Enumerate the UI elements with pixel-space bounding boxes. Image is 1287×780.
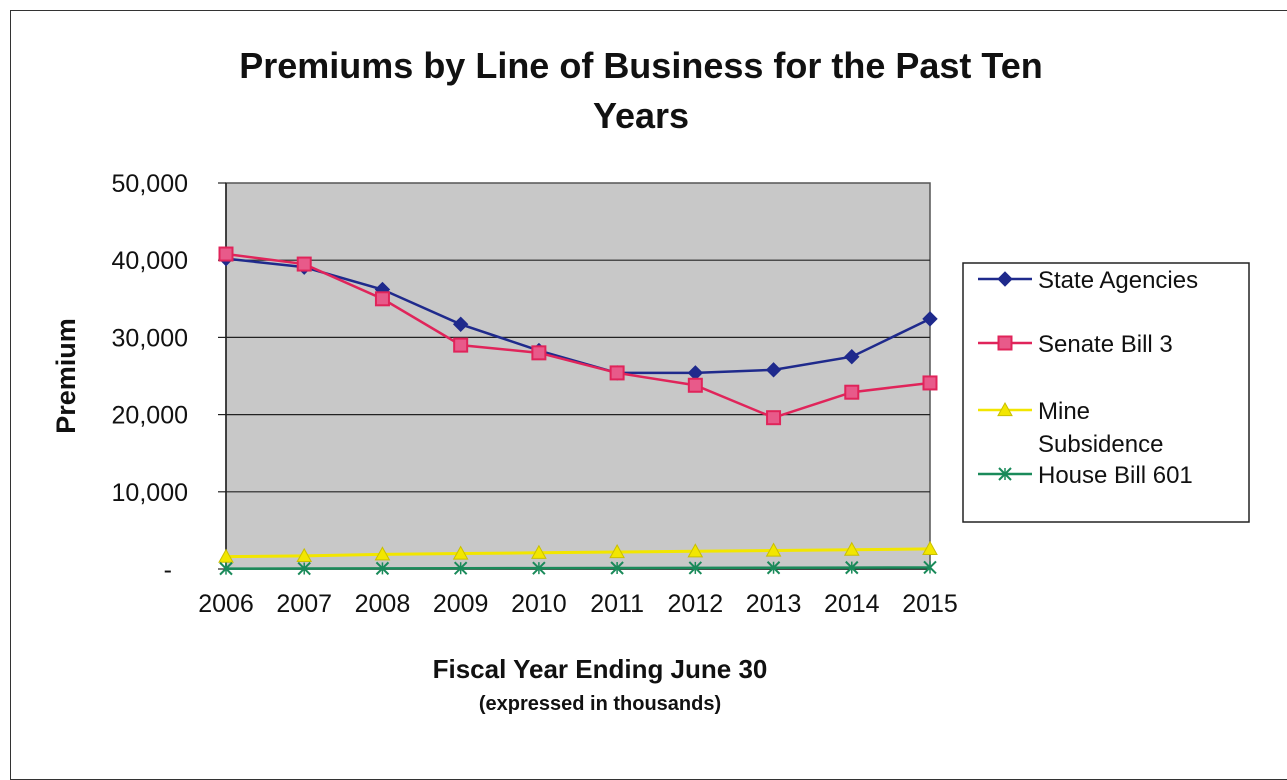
y-tick-label-4: 40,000 (112, 247, 188, 275)
x-axis-label: Fiscal Year Ending June 30 (433, 654, 768, 684)
point-state-agencies-2014 (844, 348, 860, 365)
point-mine-subsidence-2012 (687, 543, 704, 558)
legend-label-house-bill-601: House Bill 601 (1038, 462, 1193, 489)
point-house-bill-601-2009 (453, 561, 468, 575)
point-senate-bill-3-2013 (766, 410, 782, 426)
point-mine-subsidence-2008 (374, 546, 391, 561)
point-house-bill-601-2011 (610, 561, 624, 575)
x-axis-sublabel: (expressed in thousands) (479, 693, 721, 715)
point-senate-bill-3-2012 (687, 377, 703, 393)
legend-swatch-marker-senate-bill-3 (997, 335, 1013, 351)
x-tick-label-2011: 2011 (590, 590, 644, 618)
series-mine-subsidence (218, 540, 938, 563)
legend-label-mine-subsidence-0: Mine (1038, 398, 1090, 425)
point-state-agencies-2015 (922, 311, 938, 327)
legend-label-mine-subsidence-1: Subsidence (1038, 431, 1163, 458)
point-house-bill-601-2008 (375, 561, 390, 576)
point-senate-bill-3-2014 (844, 384, 860, 400)
point-house-bill-601-2010 (532, 561, 546, 575)
legend-entry-state-agencies: State Agencies (978, 267, 1198, 294)
point-house-bill-601-2007 (297, 561, 311, 576)
x-tick-label-2007: 2007 (276, 590, 332, 618)
chart-title: Premiums by Line of Business for the Pas… (239, 45, 1043, 136)
legend-entry-mine-subsidence: Mine Subsidence (978, 398, 1163, 458)
point-house-bill-601-2013 (766, 561, 781, 575)
chart-title-line-2: Years (593, 95, 689, 136)
series-senate-bill-3 (218, 246, 938, 426)
x-tick-label-2008: 2008 (355, 590, 411, 618)
series-line-senate-bill-3 (225, 252, 931, 420)
series-line-mine-subsidence (225, 547, 931, 559)
x-tick-label-2009: 2009 (433, 590, 489, 618)
x-tick-label-2010: 2010 (511, 590, 567, 618)
plot-background (225, 182, 931, 570)
point-senate-bill-3-2011 (609, 365, 625, 381)
x-axis-ticks: 2006 2007 2008 2009 2010 2011 2012 2013 2014 2015 (198, 590, 958, 618)
point-house-bill-601-2015 (923, 560, 937, 575)
legend-entry-senate-bill-3: Senate Bill 3 (978, 331, 1173, 358)
y-axis-ticks: - 10,000 20,000 30,000 40,000 50,000 (112, 170, 226, 584)
legend-swatch-marker-state-agencies (997, 271, 1013, 287)
point-senate-bill-3-2006 (218, 246, 234, 262)
legend-entry-house-bill-601: House Bill 601 (978, 462, 1193, 489)
point-mine-subsidence-2015 (922, 540, 938, 556)
x-tick-label-2006: 2006 (198, 590, 254, 618)
point-senate-bill-3-2009 (453, 337, 469, 353)
point-state-agencies-2009 (452, 316, 469, 332)
series-group (218, 246, 938, 576)
series-line-house-bill-601 (225, 566, 931, 570)
y-tick-label-5: 50,000 (112, 170, 188, 198)
point-house-bill-601-2012 (688, 561, 703, 575)
x-tick-label-2012: 2012 (668, 590, 724, 618)
point-mine-subsidence-2010 (531, 544, 547, 559)
point-mine-subsidence-2007 (296, 547, 313, 562)
legend-label-state-agencies: State Agencies (1038, 267, 1198, 294)
point-mine-subsidence-2011 (609, 543, 625, 559)
y-axis-label: Premium (51, 318, 81, 434)
point-senate-bill-3-2008 (374, 291, 390, 307)
point-state-agencies-2013 (765, 362, 782, 378)
plot-area (225, 182, 931, 570)
point-house-bill-601-2006 (219, 561, 233, 576)
x-tick-label-2013: 2013 (746, 590, 802, 618)
legend: State Agencies Senate Bill 3 Mine Subsidenc… (962, 262, 1250, 523)
point-house-bill-601-2014 (845, 560, 859, 575)
chart-title-line-1: Premiums by Line of Business for the Pas… (239, 45, 1043, 86)
y-tick-label-0: - (164, 556, 172, 584)
legend-swatch-marker-mine-subsidence (997, 401, 1013, 417)
point-mine-subsidence-2013 (765, 542, 782, 557)
y-tick-label-2: 20,000 (112, 402, 188, 430)
x-tick-label-2014: 2014 (824, 590, 880, 618)
legend-swatch-marker-house-bill-601 (998, 467, 1012, 481)
x-tick-label-2015: 2015 (902, 590, 958, 618)
y-tick-label-1: 10,000 (112, 479, 188, 507)
point-mine-subsidence-2009 (452, 545, 469, 560)
legend-label-senate-bill-3: Senate Bill 3 (1038, 331, 1173, 358)
y-tick-label-3: 30,000 (112, 324, 188, 352)
point-senate-bill-3-2015 (922, 375, 938, 391)
point-mine-subsidence-2014 (843, 541, 860, 556)
point-mine-subsidence-2006 (218, 548, 234, 563)
point-senate-bill-3-2007 (296, 256, 312, 272)
point-senate-bill-3-2010 (531, 345, 547, 361)
series-house-bill-601 (219, 560, 937, 576)
